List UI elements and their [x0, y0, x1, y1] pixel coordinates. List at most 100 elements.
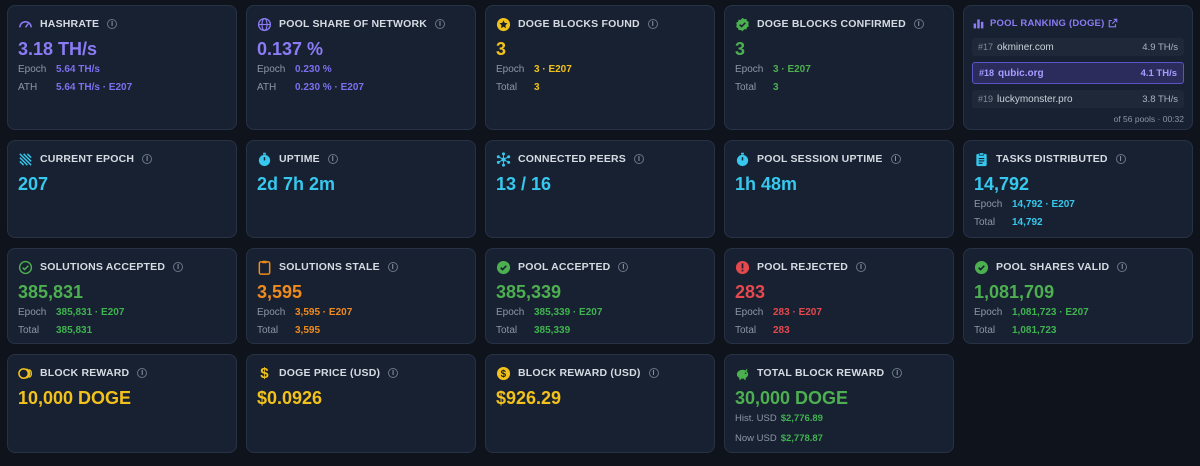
epoch-value: 14,792 · E207 — [1012, 199, 1075, 210]
verified-badge-icon — [735, 17, 750, 32]
ranking-pos: #18 — [979, 67, 995, 78]
info-icon[interactable]: i — [913, 19, 924, 29]
pool-share-ath-row: ATH 0.230 % · E207 — [257, 82, 465, 94]
info-icon[interactable]: i — [142, 154, 153, 164]
piggy-bank-icon — [735, 366, 750, 381]
info-icon[interactable]: i — [173, 262, 184, 272]
info-icon[interactable]: i — [107, 19, 118, 29]
layers-icon — [18, 152, 33, 167]
hashrate-card: HASHRATE i 3.18 TH/s Epoch 5.64 TH/s ATH 5… — [7, 5, 237, 130]
epoch-value: 385,339 · E207 — [534, 307, 603, 318]
ranking-name: qubic.org — [998, 67, 1044, 79]
solutions-stale-title-row: SOLUTIONS STALE i — [257, 259, 465, 275]
solutions-accepted-card: SOLUTIONS ACCEPTED i 385,831 Epoch 385,83… — [7, 248, 237, 344]
block-reward-usd-title: BLOCK REWARD (USD) — [518, 367, 641, 379]
info-icon[interactable]: i — [634, 154, 645, 164]
bar-chart-icon — [972, 17, 985, 30]
total-label: Total — [18, 325, 40, 336]
doge-blocks-found-epoch-row: Epoch 3 · E207 — [496, 64, 704, 76]
total-value: 1,081,723 — [1012, 325, 1057, 336]
pool-rejected-card: POOL REJECTED i 283 Epoch 283 · E207 Tota… — [724, 248, 954, 344]
pool-session-uptime-title-row: POOL SESSION UPTIME i — [735, 151, 943, 167]
epoch-label: Epoch — [18, 307, 47, 318]
info-icon[interactable]: i — [892, 368, 903, 378]
doge-blocks-confirmed-title-row: DOGE BLOCKS CONFIRMED i — [735, 16, 943, 32]
current-epoch-value: 207 — [18, 174, 49, 194]
network-hub-icon — [496, 151, 511, 167]
pool-accepted-total-row: Total 385,339 — [496, 325, 704, 337]
check-circle-outline-icon — [18, 260, 33, 275]
ranking-row-current[interactable]: #18 qubic.org 4.1 TH/s — [972, 62, 1184, 84]
doge-blocks-found-card: DOGE BLOCKS FOUND i 3 Epoch 3 · E207 Tota… — [485, 5, 715, 130]
total-label: Total — [496, 82, 518, 93]
block-reward-value: 10,000 DOGE — [18, 388, 132, 408]
epoch-label: Epoch — [735, 64, 764, 75]
info-icon[interactable]: i — [327, 154, 338, 164]
epoch-value: 283 · E207 — [773, 307, 822, 318]
info-icon[interactable]: i — [1115, 154, 1126, 164]
total-label: Total — [735, 325, 757, 336]
doge-price-card: $ DOGE PRICE (USD) i $0.0926 — [246, 354, 476, 453]
doge-blocks-confirmed-epoch-row: Epoch 3 · E207 — [735, 64, 943, 76]
info-icon[interactable]: i — [387, 262, 398, 272]
ath-value: 5.64 TH/s · E207 — [56, 82, 133, 93]
info-icon[interactable]: i — [435, 19, 446, 29]
info-icon[interactable]: i — [856, 262, 867, 272]
ranking-row[interactable]: #17 okminer.com 4.9 TH/s — [972, 38, 1184, 56]
solutions-accepted-value: 385,831 — [18, 282, 84, 302]
ranking-name: luckymonster.pro — [997, 93, 1073, 105]
info-icon[interactable]: i — [648, 368, 659, 378]
uptime-title-row: UPTIME i — [257, 151, 465, 167]
connected-peers-card: CONNECTED PEERS i 13 / 16 — [485, 140, 715, 238]
total-block-reward-card: TOTAL BLOCK REWARD i 30,000 DOGE Hist. U… — [724, 354, 954, 453]
epoch-value: 1,081,723 · E207 — [1012, 307, 1089, 318]
alert-circle-icon — [735, 260, 750, 275]
pool-ranking-card: POOL RANKING (DOGE) #17 okminer.com 4.9 T… — [963, 5, 1193, 130]
ranking-hashrate: 3.8 TH/s — [1142, 93, 1178, 105]
ranking-footer: of 56 pools · 00:32 — [1113, 114, 1184, 124]
connected-peers-title: CONNECTED PEERS — [518, 153, 627, 165]
total-block-reward-title-row: TOTAL BLOCK REWARD i — [735, 365, 943, 381]
info-icon[interactable]: i — [388, 368, 399, 378]
pool-ranking-title-row[interactable]: POOL RANKING (DOGE) — [972, 15, 1184, 31]
info-icon[interactable]: i — [618, 262, 629, 272]
block-reward-usd-title-row: $ BLOCK REWARD (USD) i — [496, 365, 704, 381]
pool-session-uptime-value: 1h 48m — [735, 174, 798, 194]
ranking-row[interactable]: #19 luckymonster.pro 3.8 TH/s — [972, 90, 1184, 108]
doge-price-value: $0.0926 — [257, 388, 323, 408]
uptime-value: 2d 7h 2m — [257, 174, 336, 194]
block-reward-usd-value: $926.29 — [496, 388, 562, 408]
epoch-label: Epoch — [735, 307, 764, 318]
epoch-label: Epoch — [974, 199, 1003, 210]
stopwatch-icon — [257, 152, 272, 167]
block-reward-title-row: BLOCK REWARD i — [18, 365, 226, 381]
pool-rejected-total-row: Total 283 — [735, 325, 943, 337]
info-icon[interactable]: i — [137, 368, 148, 378]
dollar-icon: $ — [260, 364, 269, 382]
total-block-reward-now-row: Now USD $2,778.87 — [735, 433, 943, 445]
globe-icon — [257, 17, 272, 32]
info-icon[interactable]: i — [647, 19, 658, 29]
now-usd-label: Now USD — [735, 433, 777, 444]
pool-rejected-value: 283 — [735, 282, 766, 302]
connected-peers-value: 13 / 16 — [496, 174, 552, 194]
pool-share-title-row: POOL SHARE OF NETWORK i — [257, 16, 465, 32]
hist-usd-value: $2,776.89 — [780, 413, 823, 424]
pool-accepted-epoch-row: Epoch 385,339 · E207 — [496, 307, 704, 319]
total-block-reward-value: 30,000 DOGE — [735, 388, 849, 408]
epoch-value: 3 · E207 — [773, 64, 811, 75]
total-block-reward-title: TOTAL BLOCK REWARD — [757, 367, 885, 379]
pool-shares-valid-total-row: Total 1,081,723 — [974, 325, 1182, 337]
external-link-icon[interactable] — [1108, 18, 1118, 28]
info-icon[interactable]: i — [1117, 262, 1128, 272]
info-icon[interactable]: i — [890, 154, 901, 164]
pool-share-value: 0.137 % — [257, 39, 324, 59]
tasks-distributed-value: 14,792 — [974, 174, 1030, 194]
total-value: 385,831 — [56, 325, 93, 336]
doge-blocks-confirmed-title: DOGE BLOCKS CONFIRMED — [757, 18, 906, 30]
tasks-distributed-epoch-row: Epoch 14,792 · E207 — [974, 199, 1182, 211]
stopwatch-icon — [735, 152, 750, 167]
block-reward-card: BLOCK REWARD i 10,000 DOGE — [7, 354, 237, 453]
pool-share-card: POOL SHARE OF NETWORK i 0.137 % Epoch 0.2… — [246, 5, 476, 130]
clipboard-list-icon — [974, 151, 989, 167]
